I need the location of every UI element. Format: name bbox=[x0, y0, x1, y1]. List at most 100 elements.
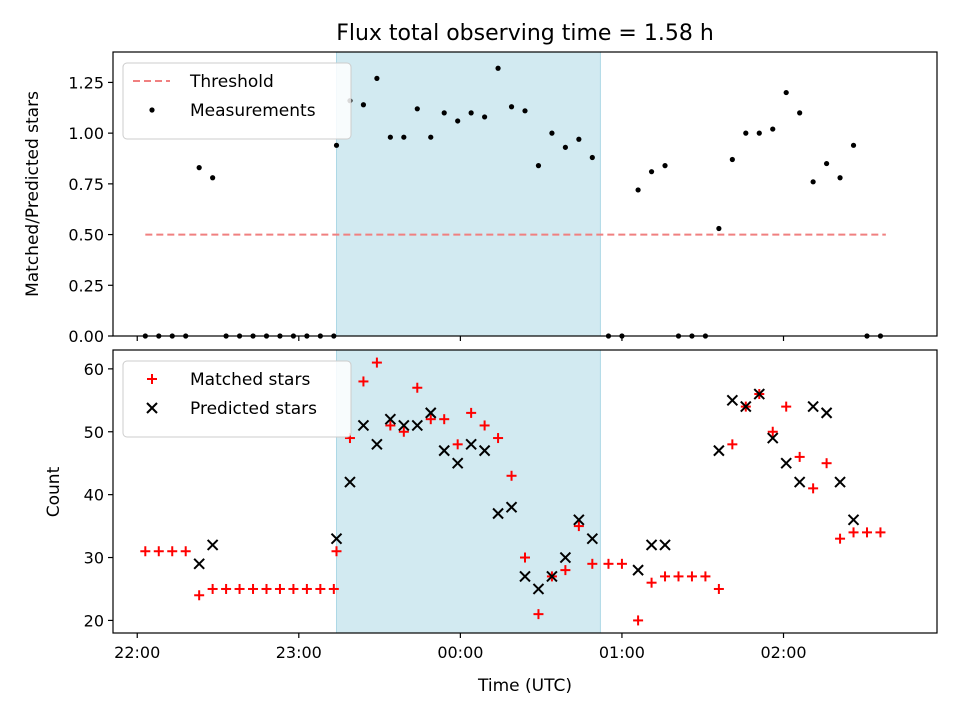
data-point bbox=[140, 546, 151, 557]
y-tick-label: 60 bbox=[84, 360, 104, 379]
x-tick-label: 02:00 bbox=[760, 643, 806, 662]
data-point bbox=[716, 225, 722, 232]
legend-box bbox=[122, 360, 352, 438]
data-point bbox=[659, 539, 671, 551]
data-point bbox=[587, 558, 598, 569]
data-point bbox=[847, 514, 860, 526]
data-point bbox=[522, 108, 528, 114]
data-point bbox=[781, 401, 792, 412]
y-tick-label: 40 bbox=[84, 486, 104, 505]
data-point bbox=[492, 507, 504, 520]
y-tick-label: 1.00 bbox=[68, 124, 104, 143]
legend: Threshold Measurements bbox=[122, 62, 352, 140]
data-point bbox=[193, 558, 205, 570]
data-point bbox=[727, 439, 738, 450]
data-point bbox=[835, 533, 846, 544]
data-point bbox=[384, 413, 397, 425]
y-tick-label: 20 bbox=[84, 611, 104, 630]
legend-label: Predicted stars bbox=[190, 399, 317, 419]
series-matched-stars bbox=[140, 357, 886, 626]
data-point bbox=[371, 438, 383, 451]
data-point bbox=[660, 571, 671, 582]
data-point bbox=[344, 476, 356, 488]
x-tick-label: 01:00 bbox=[599, 643, 645, 662]
data-point bbox=[753, 388, 765, 400]
data-point bbox=[468, 110, 474, 116]
data-point bbox=[767, 426, 778, 437]
legend-swatch bbox=[146, 402, 158, 414]
data-point bbox=[820, 407, 833, 419]
data-point bbox=[505, 501, 518, 513]
top-panel: 0.00 0.25 0.50 0.75 1.00 1.25 Threshold Measure… bbox=[68, 51, 938, 346]
top-y-axis-label: Matched/Predicted stars bbox=[23, 91, 43, 297]
data-point bbox=[412, 382, 423, 393]
data-point bbox=[508, 104, 515, 110]
data-point bbox=[167, 546, 178, 557]
data-point bbox=[645, 539, 658, 551]
bottom-y-axis-label: Count bbox=[44, 466, 64, 517]
series-predicted-stars bbox=[193, 388, 860, 595]
y-tick-label: 30 bbox=[84, 549, 104, 568]
chart-title: Flux total observing time = 1.58 h bbox=[336, 21, 714, 46]
data-point bbox=[234, 583, 245, 594]
data-point bbox=[301, 583, 312, 594]
data-point bbox=[780, 457, 792, 469]
x-tick-label: 22:00 bbox=[114, 643, 160, 662]
y-tick-label: 0.50 bbox=[68, 226, 104, 245]
x-tick-label: 23:00 bbox=[276, 643, 322, 662]
legend: Matched stars Predicted stars bbox=[122, 360, 352, 438]
data-point bbox=[559, 551, 572, 564]
data-point bbox=[519, 570, 531, 583]
data-point bbox=[535, 163, 542, 169]
data-point bbox=[455, 118, 461, 124]
data-point bbox=[330, 532, 343, 545]
data-point bbox=[756, 130, 762, 136]
data-point bbox=[196, 165, 202, 171]
data-point bbox=[850, 142, 857, 148]
data-point bbox=[331, 546, 342, 557]
data-point bbox=[385, 420, 396, 431]
data-point bbox=[808, 483, 819, 494]
data-point bbox=[180, 546, 191, 557]
data-point bbox=[770, 126, 776, 132]
data-point bbox=[153, 546, 164, 557]
data-point bbox=[783, 89, 789, 96]
data-point bbox=[729, 156, 735, 163]
data-point bbox=[807, 400, 819, 413]
data-point bbox=[451, 457, 464, 469]
data-point bbox=[439, 414, 450, 425]
data-point bbox=[482, 114, 488, 120]
data-point bbox=[646, 577, 657, 588]
data-point bbox=[452, 439, 463, 450]
data-point bbox=[495, 65, 501, 71]
data-point bbox=[387, 134, 393, 140]
data-point bbox=[648, 169, 655, 175]
y-tick-label: 0.75 bbox=[68, 175, 104, 194]
data-point bbox=[411, 419, 423, 432]
data-point bbox=[793, 476, 806, 488]
data-point bbox=[810, 179, 816, 185]
legend-swatch bbox=[147, 374, 157, 384]
data-point bbox=[401, 134, 407, 140]
data-point bbox=[573, 521, 584, 532]
legend-label: Matched stars bbox=[190, 370, 310, 390]
data-point bbox=[357, 419, 370, 432]
data-point bbox=[713, 444, 725, 457]
data-point bbox=[465, 438, 477, 451]
data-point bbox=[546, 570, 558, 583]
data-point bbox=[713, 583, 724, 594]
data-point bbox=[573, 514, 585, 526]
panel-frame bbox=[112, 349, 938, 634]
observing-window-band bbox=[336, 51, 601, 337]
y-tick-label: 1.25 bbox=[68, 73, 104, 92]
data-point bbox=[616, 558, 627, 569]
data-point bbox=[794, 451, 805, 462]
legend-label: Threshold bbox=[189, 72, 274, 92]
data-point bbox=[506, 470, 517, 481]
data-point bbox=[466, 407, 477, 418]
data-point bbox=[549, 130, 555, 136]
data-point bbox=[520, 552, 530, 563]
data-point bbox=[633, 615, 644, 626]
data-point bbox=[288, 583, 299, 594]
data-point bbox=[360, 102, 367, 108]
